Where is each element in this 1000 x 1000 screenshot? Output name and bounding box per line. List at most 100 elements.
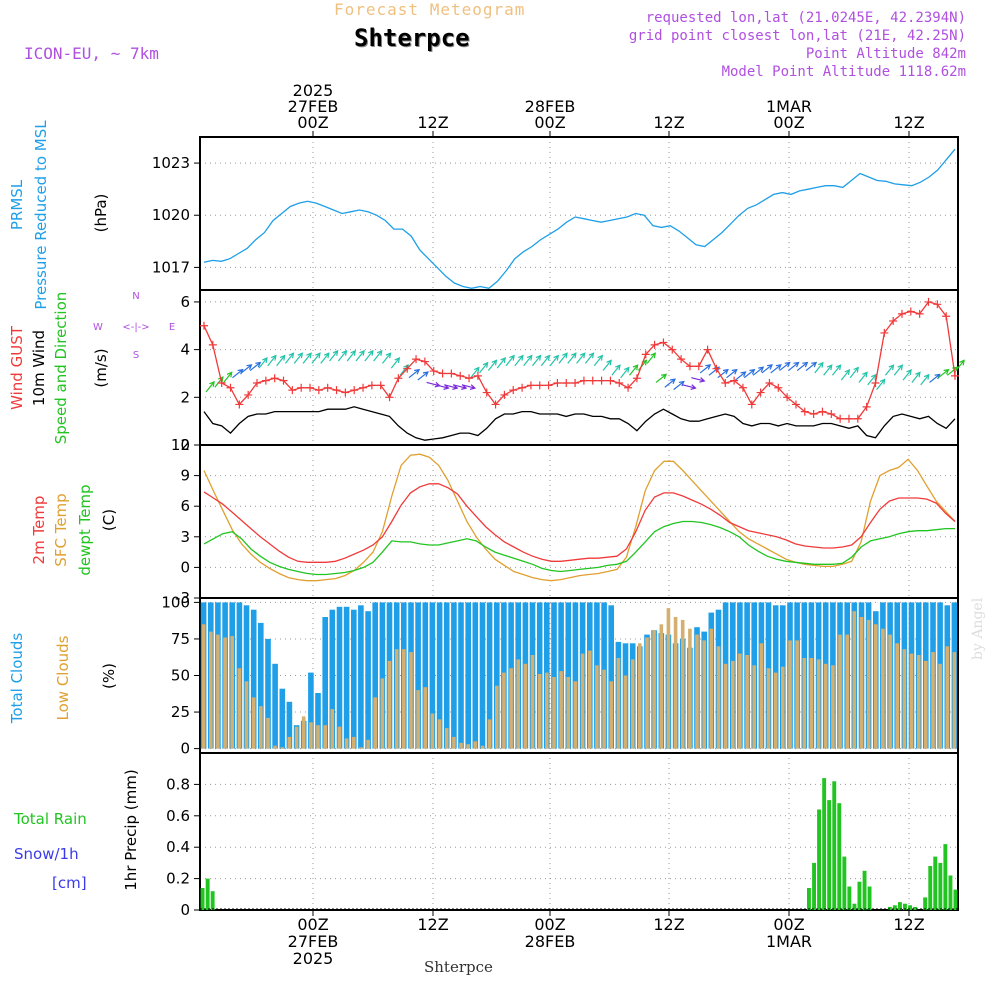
wind-arrow <box>946 366 958 376</box>
low-cloud-bar <box>309 722 313 749</box>
wind-arrow <box>840 369 850 381</box>
wind-arrow <box>311 352 321 364</box>
wind-arrow <box>699 364 711 374</box>
precip-bar <box>200 888 205 910</box>
low-cloud-bar <box>509 668 513 749</box>
low-cloud-bar <box>916 655 921 749</box>
total-cloud-bar <box>243 605 250 749</box>
precip-bar <box>822 778 827 910</box>
time-label-top: 00Z <box>297 113 328 132</box>
gust-marker <box>420 357 429 366</box>
low-cloud-bar <box>931 652 935 749</box>
low-cloud-bar <box>866 619 871 749</box>
gust-marker <box>694 362 703 371</box>
wind-arrow-head <box>888 364 895 371</box>
wind-arrow-head <box>943 368 950 375</box>
wind-arrow <box>240 364 252 374</box>
gust-marker <box>279 376 288 385</box>
gust-marker <box>756 388 765 397</box>
wind-arrow-head <box>218 376 224 383</box>
low-cloud-bar <box>788 640 792 749</box>
panel-pressure <box>194 136 959 291</box>
gust-marker <box>915 309 924 318</box>
wind-arrow-head <box>632 364 639 371</box>
gust-marker <box>403 364 412 373</box>
gust-marker <box>226 383 235 392</box>
low-cloud-bar <box>802 658 807 749</box>
wind-arrow <box>673 381 685 391</box>
dewpt-line <box>203 520 955 576</box>
compass-n: N <box>132 291 139 302</box>
compass-e: E <box>169 322 175 333</box>
low-cloud-bar <box>344 738 349 749</box>
total-cloud-bar <box>315 693 321 749</box>
wind-arrow <box>232 369 243 379</box>
low-cloud-bar <box>859 617 864 749</box>
panel-precip <box>194 752 959 911</box>
wind-arrow-head <box>350 349 357 356</box>
wind-arrow-head <box>270 354 277 361</box>
wind-arrow-head <box>870 373 877 380</box>
gust-marker <box>853 414 862 423</box>
low-cloud-bar <box>766 668 771 749</box>
snow-unit-legend: [cm] <box>52 874 87 892</box>
low-cloud-bar <box>294 726 299 749</box>
low-cloud-bar <box>495 685 499 749</box>
wind-arrow <box>373 350 383 362</box>
wind-arrow-head <box>699 377 706 383</box>
wind-arrow <box>664 378 676 388</box>
low-cloud-bar <box>244 681 249 749</box>
precip-bar <box>857 881 862 910</box>
low-cloud-bar <box>359 747 363 749</box>
low-cloud-bar <box>259 706 263 749</box>
compass-arrow: <-|-> <box>122 322 149 333</box>
gust-marker <box>217 379 226 387</box>
low-cloud-bar <box>616 658 621 749</box>
gust-marker <box>615 379 624 387</box>
low-cloud-bar <box>809 658 814 749</box>
gust-marker <box>429 367 438 376</box>
wind-arrow-head <box>482 361 489 368</box>
total-cloud-bar <box>494 602 500 749</box>
precip-label: 1hr Precip (mm) <box>122 769 140 890</box>
precip-bar <box>842 856 847 910</box>
gust-marker <box>924 297 933 306</box>
panel-frame <box>199 289 959 446</box>
wind-arrow <box>505 355 515 367</box>
low-cloud-bar <box>287 736 292 749</box>
gust-marker <box>747 400 756 409</box>
wind-arrow <box>858 371 868 383</box>
precip-bar <box>210 891 215 910</box>
total-cloud-bar <box>258 622 264 749</box>
snow-legend: Snow/1h <box>14 845 79 863</box>
total-cloud-bar <box>443 602 450 749</box>
wind-arrow <box>787 362 799 372</box>
wind-arrow-head <box>469 384 477 390</box>
gust-marker <box>836 414 845 423</box>
low-cloud-bar <box>402 649 406 749</box>
wind-arrow <box>629 364 639 376</box>
gust-marker <box>200 321 208 330</box>
low-cloud-bar <box>459 742 463 749</box>
precip-bar <box>933 856 938 910</box>
time-label-bottom: 00Z <box>534 915 565 934</box>
low-cloud-bar <box>251 697 256 749</box>
compass-s: S <box>133 350 139 361</box>
time-label-bottom: 00Z <box>297 915 328 934</box>
wind-arrow <box>337 350 347 362</box>
wind-arrow <box>620 367 630 379</box>
low-cloud-bar <box>881 628 885 749</box>
wind-arrow <box>205 381 215 393</box>
model-label: ICON-EU, ~ 7km <box>24 44 159 63</box>
wind-arrow <box>223 371 233 383</box>
wind-arrow <box>267 355 277 367</box>
time-label-bottom: 12Z <box>653 915 684 934</box>
wind-arrow-head <box>279 354 286 361</box>
low-cloud-bar <box>645 637 649 749</box>
wind-arrow <box>752 366 764 376</box>
wind-arrow-head <box>897 364 904 371</box>
gust-marker <box>438 369 447 378</box>
low-cloud-bar <box>731 660 735 749</box>
pressure-label: PRMSL <box>8 179 26 230</box>
wind-arrow-head <box>784 361 791 368</box>
